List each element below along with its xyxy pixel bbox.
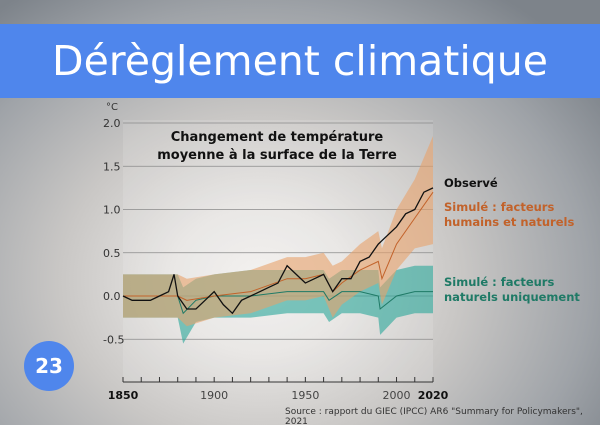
legend-observed: Observé: [444, 176, 498, 190]
series-line-2: [123, 291, 433, 315]
y-tick-label: 0.5: [103, 247, 121, 260]
slide-title: Dérèglement climatique: [0, 24, 600, 98]
y-axis-unit: °C: [106, 102, 118, 113]
y-tick-label: 1.0: [103, 204, 121, 217]
y-tick-label: 0.0: [103, 290, 121, 303]
y-tick-label: -0.5: [103, 333, 124, 346]
x-tick-label: 2020: [418, 389, 449, 402]
uncertainty-band-1: [123, 135, 433, 327]
x-tick-label: 1950: [291, 389, 319, 402]
x-tick-label: 2000: [383, 389, 411, 402]
page-number-badge: 23: [24, 341, 74, 391]
legend-human-natural: Simulé : facteurs humains et naturels: [444, 200, 575, 229]
x-tick-label: 1850: [108, 389, 139, 402]
series-line-0: [122, 187, 434, 315]
source-caption: Source : rapport du GIEC (IPCC) AR6 "Sum…: [285, 407, 583, 427]
chart-title: Changement de température: [171, 130, 384, 145]
legend-natural-only: Simulé : facteurs naturels uniquement: [444, 275, 580, 304]
y-tick-label: 1.5: [103, 160, 121, 173]
chart-title: moyenne à la surface de la Terre: [157, 148, 397, 163]
y-tick-label: 2.0: [103, 117, 121, 130]
x-tick-label: 1900: [200, 389, 228, 402]
